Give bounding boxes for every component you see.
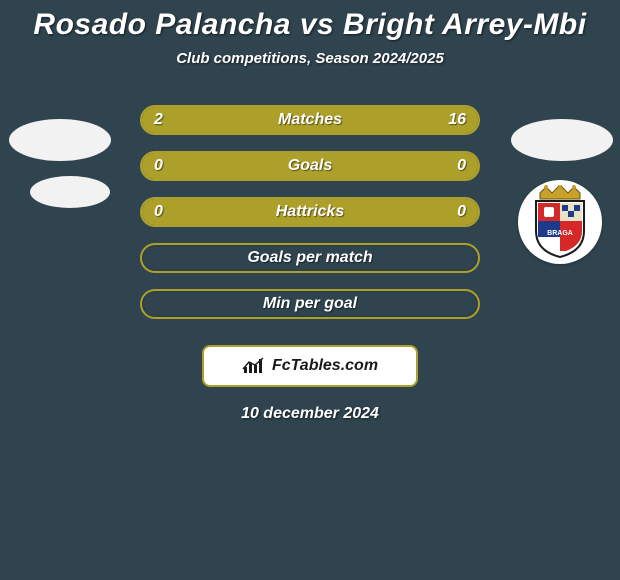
- stat-bar: 00Goals: [140, 151, 480, 181]
- stat-row: 216Matches: [0, 97, 620, 143]
- stat-value-right: 16: [436, 107, 478, 133]
- stat-label: Min per goal: [142, 291, 478, 317]
- stat-value-right: 0: [445, 153, 478, 179]
- stat-row: Min per goal: [0, 281, 620, 327]
- stat-value-right: 0: [445, 199, 478, 225]
- stat-bar: 00Hattricks: [140, 197, 480, 227]
- subtitle: Club competitions, Season 2024/2025: [0, 50, 620, 67]
- bar-chart-icon: [242, 357, 266, 375]
- stat-row: Goals per match: [0, 235, 620, 281]
- stat-rows: 216Matches00Goals00HattricksGoals per ma…: [0, 97, 620, 327]
- page-title: Rosado Palancha vs Bright Arrey-Mbi: [0, 0, 620, 42]
- stat-value-right: [454, 291, 478, 317]
- stat-row: 00Hattricks: [0, 189, 620, 235]
- stat-value-right: [454, 245, 478, 271]
- brand-text: FcTables.com: [272, 357, 378, 375]
- bar-fill-right: [179, 107, 478, 133]
- brand-box: FcTables.com: [202, 345, 418, 387]
- stat-value-left: [142, 245, 166, 271]
- date-text: 10 december 2024: [0, 405, 620, 423]
- stat-bar: 216Matches: [140, 105, 480, 135]
- stat-value-left: 2: [142, 107, 175, 133]
- stat-value-left: [142, 291, 166, 317]
- stat-value-left: 0: [142, 199, 175, 225]
- stat-bar: Min per goal: [140, 289, 480, 319]
- stat-bar: Goals per match: [140, 243, 480, 273]
- stat-row: 00Goals: [0, 143, 620, 189]
- stat-value-left: 0: [142, 153, 175, 179]
- stat-label: Goals per match: [142, 245, 478, 271]
